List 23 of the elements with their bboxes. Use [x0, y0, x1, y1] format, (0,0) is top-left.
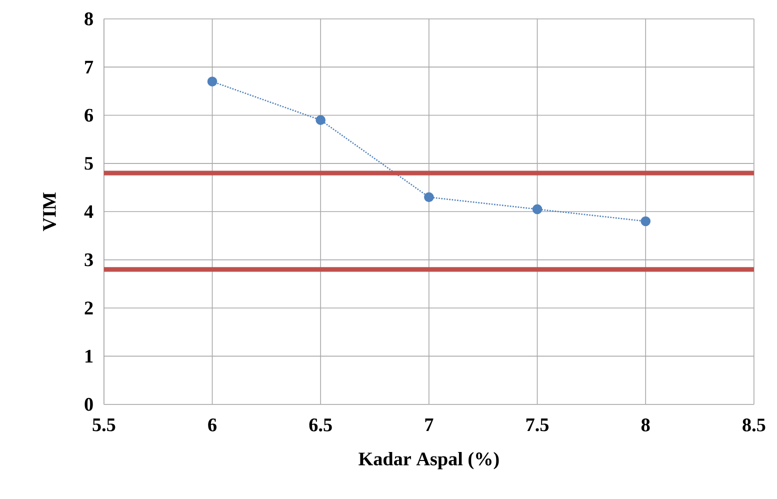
y-tick-label: 2	[84, 302, 93, 314]
x-tick-label: 6	[208, 418, 216, 432]
x-tick-label: 8	[641, 418, 650, 432]
y-tick-label: 5	[84, 157, 93, 170]
x-tick-label: 6.5	[309, 418, 332, 432]
y-tick-label: 4	[84, 205, 94, 218]
y-tick-label: 1	[86, 350, 93, 363]
x-tick-label: 7.5	[526, 418, 549, 432]
y-tick-label: 6	[84, 108, 94, 122]
point	[424, 192, 434, 202]
x-tick-label: 5.5	[92, 418, 116, 432]
x-tick-label: 7	[425, 418, 434, 432]
y-axis-title: VIM	[43, 192, 56, 232]
x-axis-title: Kadar Aspal (%)	[358, 452, 499, 470]
point	[316, 115, 326, 126]
point	[532, 204, 542, 214]
y-tick-label: 7	[85, 60, 94, 74]
y-tick-label: 0	[84, 398, 93, 411]
x-tick-label: 8.5	[742, 418, 766, 432]
y-tick-label: 8	[84, 12, 93, 26]
point	[640, 216, 651, 226]
y-tick-label: 3	[84, 253, 93, 266]
point	[207, 76, 218, 87]
